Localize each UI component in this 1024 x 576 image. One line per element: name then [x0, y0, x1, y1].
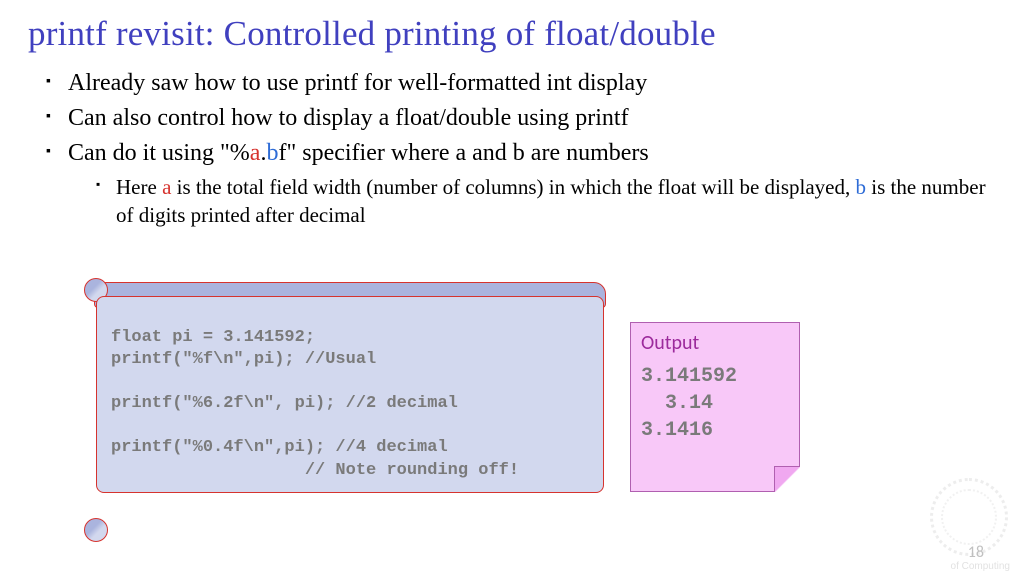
bullet-list: Already saw how to use printf for well-f… — [28, 70, 996, 230]
page-number: 18 — [968, 543, 984, 562]
sub-list: Here a is the total field width (number … — [68, 173, 996, 230]
slide-container: printf revisit: Controlled printing of f… — [0, 0, 1024, 230]
output-values: 3.141592 3.14 3.1416 — [641, 363, 789, 444]
text: Can do it using "% — [68, 140, 250, 166]
scroll-curl-icon — [84, 518, 108, 542]
output-label: Output — [641, 331, 789, 355]
bullet-item: Can do it using "%a.bf" specifier where … — [46, 140, 996, 230]
page-title: printf revisit: Controlled printing of f… — [28, 14, 996, 54]
bullet-item: Can also control how to display a float/… — [46, 105, 996, 132]
output-sticky-note: Output 3.141592 3.14 3.1416 — [630, 322, 800, 492]
bullet-item: Already saw how to use printf for well-f… — [46, 70, 996, 97]
code-block: float pi = 3.141592; printf("%f\n",pi); … — [96, 296, 604, 493]
spec-b: b — [266, 140, 278, 166]
spec-a: a — [250, 140, 261, 166]
sub-bullet: Here a is the total field width (number … — [96, 173, 996, 230]
var-a: a — [162, 175, 171, 199]
watermark-text: of Computing — [951, 562, 1010, 572]
text: is the total field width (number of colu… — [171, 175, 855, 199]
text: Here — [116, 175, 162, 199]
text: f" specifier where a and b are numbers — [278, 140, 648, 166]
var-b: b — [856, 175, 867, 199]
page-fold-icon — [774, 466, 800, 492]
